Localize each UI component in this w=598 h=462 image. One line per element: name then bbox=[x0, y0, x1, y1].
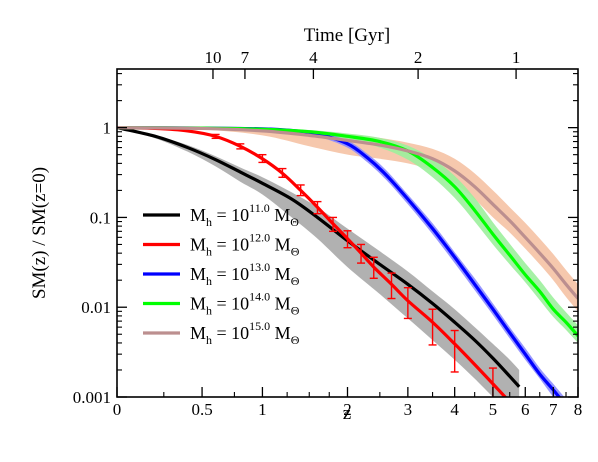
x-tick-label: 7 bbox=[549, 400, 558, 419]
legend-label-part: M bbox=[270, 205, 291, 225]
x-tick-label: 8 bbox=[574, 400, 583, 419]
legend-entry: Mh = 1015.0 MΘ bbox=[143, 319, 300, 347]
legend-entry: Mh = 1014.0 MΘ bbox=[143, 290, 300, 318]
top-tick-label: 1 bbox=[512, 48, 521, 67]
error-bar bbox=[403, 286, 412, 320]
y-tick-label: 0.1 bbox=[90, 208, 111, 227]
series-lines bbox=[117, 126, 578, 397]
y-axis-label: SM(z) / SM(z=0) bbox=[29, 167, 50, 299]
legend-label-part: = 10 bbox=[212, 323, 249, 343]
error-bar bbox=[278, 167, 287, 178]
top-tick-label: 7 bbox=[241, 48, 250, 67]
legend-label-part: Θ bbox=[291, 333, 300, 347]
legend-label-part: = 10 bbox=[212, 205, 249, 225]
x-tick-label: 3 bbox=[404, 400, 413, 419]
legend-label-part: 12.0 bbox=[249, 231, 270, 245]
legend-entry: Mh = 1013.0 MΘ bbox=[143, 260, 300, 288]
x-tick-label: 6 bbox=[521, 400, 530, 419]
error-bar bbox=[211, 133, 220, 140]
series-band-5 bbox=[117, 127, 578, 312]
legend-label-part: h bbox=[206, 245, 212, 259]
x-tick-label: 4 bbox=[450, 400, 459, 419]
legend-label-part: M bbox=[190, 264, 206, 284]
y-tick-label: 1 bbox=[103, 119, 112, 138]
legend-label-part: 14.0 bbox=[249, 290, 270, 304]
legend-label-part: M bbox=[270, 294, 291, 314]
legend-label-part: = 10 bbox=[212, 264, 249, 284]
series-band-4 bbox=[117, 127, 578, 343]
legend-label: Mh = 1014.0 MΘ bbox=[190, 290, 300, 318]
legend-label-part: 13.0 bbox=[249, 260, 270, 274]
series-bands bbox=[117, 127, 578, 397]
legend-label-part: = 10 bbox=[212, 235, 249, 255]
x-axis-label: z bbox=[343, 403, 351, 424]
y-tick-label: 0.001 bbox=[73, 388, 111, 407]
error-bar bbox=[258, 153, 267, 164]
error-bar bbox=[357, 243, 366, 264]
legend-label-part: h bbox=[206, 274, 212, 288]
error-bars bbox=[211, 133, 497, 397]
error-bar bbox=[313, 200, 322, 215]
top-tick-label: 10 bbox=[204, 48, 221, 67]
x-tick-label: 2 bbox=[343, 400, 352, 419]
x-tick-label: 5 bbox=[489, 400, 498, 419]
error-bar bbox=[387, 272, 396, 300]
error-bar bbox=[329, 216, 338, 233]
series-line-4 bbox=[117, 126, 578, 337]
legend-label-part: h bbox=[206, 333, 212, 347]
error-bar bbox=[428, 308, 437, 346]
x-tick-label: 1 bbox=[258, 400, 267, 419]
legend-label: Mh = 1013.0 MΘ bbox=[190, 260, 300, 288]
legend-entry: Mh = 1011.0 MΘ bbox=[143, 201, 299, 229]
legend-label: Mh = 1012.0 MΘ bbox=[190, 231, 300, 259]
series-line-5 bbox=[117, 126, 578, 300]
legend-label-part: Θ bbox=[291, 304, 300, 318]
top-axis-label: Time [Gyr] bbox=[304, 25, 390, 46]
x-tick-label: 0.5 bbox=[191, 400, 212, 419]
legend-label-part: 11.0 bbox=[249, 201, 270, 215]
error-bar bbox=[450, 329, 459, 373]
legend-label-part: M bbox=[190, 205, 206, 225]
top-tick-label: 2 bbox=[414, 48, 423, 67]
legend-label-part: M bbox=[270, 235, 291, 255]
legend-label-part: h bbox=[206, 304, 212, 318]
series-line-2 bbox=[117, 126, 508, 397]
legend-label-part: M bbox=[190, 235, 206, 255]
legend-entry: Mh = 1012.0 MΘ bbox=[143, 231, 300, 259]
legend-label-part: h bbox=[206, 215, 212, 229]
error-bar bbox=[236, 143, 245, 150]
legend-label-part: M bbox=[270, 323, 291, 343]
legend-label-part: = 10 bbox=[212, 294, 249, 314]
legend-label-part: M bbox=[190, 323, 206, 343]
legend-label-part: M bbox=[190, 294, 206, 314]
y-tick-label: 0.01 bbox=[81, 298, 111, 317]
top-tick-label: 4 bbox=[309, 48, 318, 67]
legend-label-part: 15.0 bbox=[249, 319, 270, 333]
legend-label: Mh = 1011.0 MΘ bbox=[190, 201, 299, 229]
error-bar bbox=[369, 256, 378, 279]
legend-label-part: Θ bbox=[291, 245, 300, 259]
error-bar bbox=[343, 230, 352, 249]
legend-label-part: Θ bbox=[290, 215, 299, 229]
x-tick-label: 0 bbox=[113, 400, 122, 419]
legend-label: Mh = 1015.0 MΘ bbox=[190, 319, 300, 347]
axis-ticks bbox=[116, 69, 579, 398]
legend-label-part: M bbox=[270, 264, 291, 284]
error-bar bbox=[296, 184, 305, 197]
legend-label-part: Θ bbox=[291, 274, 300, 288]
